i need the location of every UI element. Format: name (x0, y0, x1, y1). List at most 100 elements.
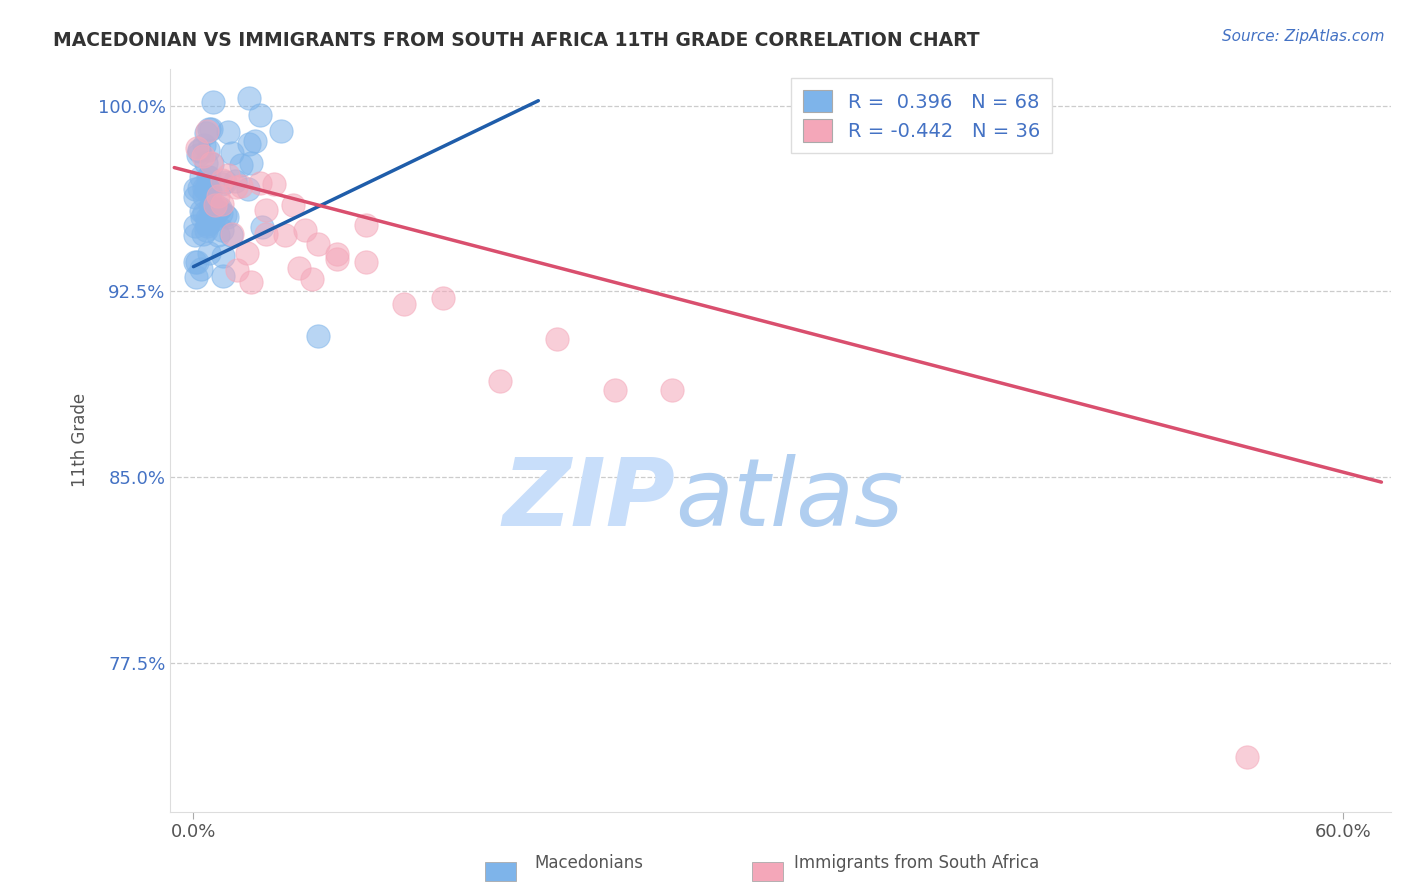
Point (191, 149, 214, 163)
Point (211, 197, 233, 211)
Point (184, 254, 207, 268)
Point (195, 124, 218, 138)
Point (211, 178, 233, 192)
Point (254, 227, 277, 241)
Point (195, 219, 218, 233)
Point (249, 107, 271, 121)
Point (231, 179, 253, 194)
Point (204, 198, 226, 212)
Legend: R =  0.396   N = 68, R = -0.442   N = 36: R = 0.396 N = 68, R = -0.442 N = 36 (792, 78, 1052, 153)
Point (188, 181, 211, 195)
Point (190, 262, 212, 277)
Point (288, 260, 311, 275)
Point (198, 246, 221, 260)
Point (201, 95, 224, 109)
Point (263, 177, 285, 191)
Point (207, 188, 229, 202)
Point (281, 198, 304, 212)
Point (307, 237, 329, 252)
Point (187, 148, 209, 162)
Point (219, 227, 242, 242)
Point (270, 124, 292, 138)
Point (201, 157, 224, 171)
Point (214, 208, 236, 222)
Point (197, 122, 219, 136)
Point (186, 140, 208, 154)
Point (200, 156, 222, 170)
Point (194, 156, 217, 170)
Point (198, 169, 221, 184)
Point (238, 137, 260, 152)
Point (193, 188, 215, 202)
Point (226, 263, 249, 277)
Point (184, 190, 207, 204)
Point (205, 204, 228, 219)
Point (217, 125, 239, 139)
Point (193, 206, 215, 220)
Text: Source: ZipAtlas.com: Source: ZipAtlas.com (1222, 29, 1385, 44)
Point (195, 217, 218, 231)
Point (187, 144, 209, 158)
Point (221, 227, 243, 241)
Point (238, 91, 260, 105)
Point (236, 245, 259, 260)
Point (249, 176, 271, 190)
Text: atlas: atlas (675, 454, 903, 545)
Text: Macedonians: Macedonians (534, 855, 644, 872)
Point (326, 252, 349, 266)
Point (392, 297, 415, 311)
Point (243, 134, 266, 148)
Point (187, 143, 209, 157)
Text: Immigrants from South Africa: Immigrants from South Africa (794, 855, 1039, 872)
Point (195, 223, 218, 237)
Point (489, 375, 512, 389)
Point (239, 275, 262, 289)
Point (197, 170, 219, 185)
Point (294, 222, 316, 236)
Point (326, 247, 349, 261)
Point (197, 143, 219, 157)
Point (186, 254, 208, 268)
Point (204, 202, 226, 217)
Point (208, 202, 231, 216)
Point (217, 168, 239, 182)
Point (193, 180, 215, 194)
Point (190, 170, 212, 185)
Point (224, 174, 246, 188)
Point (194, 182, 217, 196)
Point (197, 184, 219, 198)
Point (184, 227, 207, 242)
Point (211, 249, 233, 263)
Point (184, 269, 207, 284)
Point (212, 269, 235, 284)
Point (184, 182, 207, 196)
Point (252, 219, 274, 234)
Point (195, 127, 218, 141)
Text: MACEDONIAN VS IMMIGRANTS FROM SOUTH AFRICA 11TH GRADE CORRELATION CHART: MACEDONIAN VS IMMIGRANTS FROM SOUTH AFRI… (53, 31, 980, 50)
Text: ZIP: ZIP (502, 453, 675, 546)
Point (200, 121, 222, 136)
Point (195, 211, 218, 226)
Point (661, 384, 683, 398)
Point (211, 223, 233, 237)
Point (198, 216, 221, 230)
Point (301, 272, 323, 286)
Point (354, 254, 377, 268)
Point (184, 219, 207, 234)
Point (190, 203, 212, 218)
Point (193, 227, 215, 241)
Y-axis label: 11th Grade: 11th Grade (72, 393, 89, 487)
Point (239, 156, 262, 170)
Point (200, 197, 222, 211)
Point (354, 218, 377, 232)
Point (231, 158, 253, 172)
Point (254, 202, 277, 217)
Point (236, 182, 259, 196)
Point (207, 228, 229, 243)
Point (200, 207, 222, 221)
Point (209, 205, 232, 219)
Point (217, 210, 239, 224)
Point (208, 202, 231, 216)
Point (221, 146, 243, 161)
Point (191, 210, 214, 224)
